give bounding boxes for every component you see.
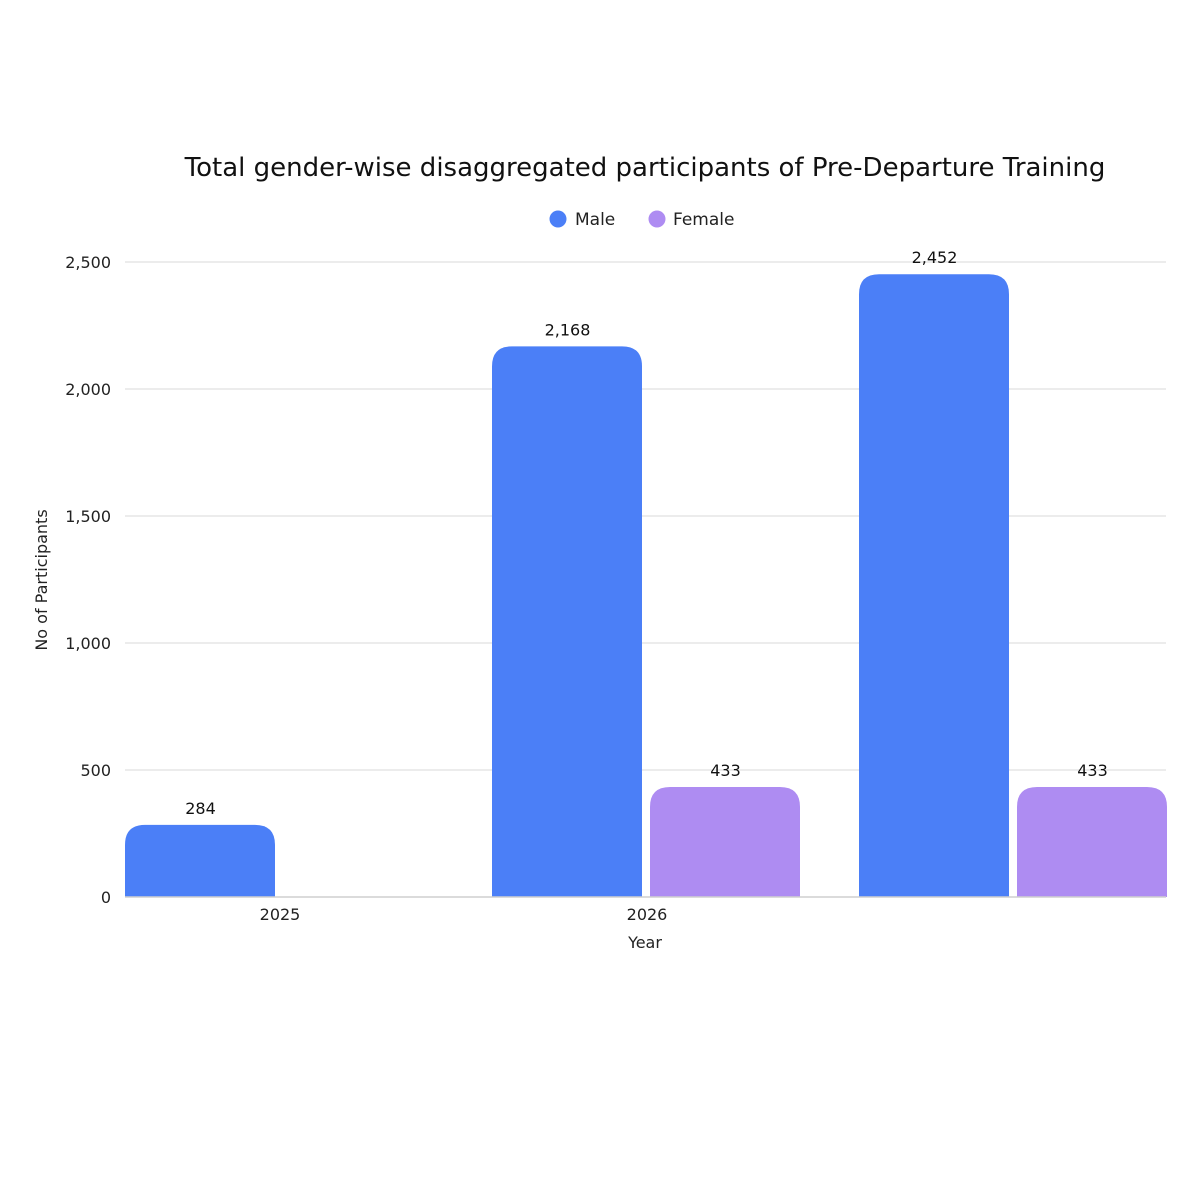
y-tick-label: 0 bbox=[101, 888, 111, 907]
data-labels: 284 2,168 433 2,452 433 bbox=[185, 248, 1108, 818]
x-axis-label: Year bbox=[627, 933, 662, 952]
data-label: 433 bbox=[710, 761, 741, 780]
bar-male-2026 bbox=[492, 346, 642, 897]
bar-male-2025 bbox=[125, 824, 275, 897]
y-tick-label: 500 bbox=[80, 761, 111, 780]
y-tick-label: 1,000 bbox=[65, 634, 111, 653]
y-tick-label: 2,500 bbox=[65, 253, 111, 272]
y-tick-label: 2,000 bbox=[65, 380, 111, 399]
gridlines bbox=[125, 261, 1166, 771]
x-tick-label: 2025 bbox=[260, 905, 301, 924]
x-axis-ticks: 2025 2026 bbox=[260, 905, 668, 924]
x-tick-label: 2026 bbox=[627, 905, 668, 924]
data-label: 2,452 bbox=[912, 248, 958, 267]
bars bbox=[125, 274, 1167, 897]
legend-label-male: Male bbox=[575, 210, 615, 230]
y-axis-ticks: 0 500 1,000 1,500 2,000 2,500 bbox=[65, 253, 111, 907]
legend-label-female: Female bbox=[673, 210, 734, 230]
y-axis-label: No of Participants bbox=[32, 509, 51, 650]
bar-male-group-3 bbox=[859, 274, 1009, 897]
bar-female-2026 bbox=[650, 787, 800, 897]
legend: Male Female bbox=[549, 210, 734, 230]
legend-swatch-male bbox=[549, 210, 567, 228]
bar-female-group-3 bbox=[1017, 787, 1167, 897]
y-tick-label: 1,500 bbox=[65, 507, 111, 526]
legend-swatch-female bbox=[648, 210, 666, 228]
data-label: 2,168 bbox=[545, 320, 591, 339]
data-label: 433 bbox=[1077, 761, 1108, 780]
chart-title: Total gender-wise disaggregated particip… bbox=[184, 153, 1106, 183]
data-label: 284 bbox=[185, 799, 216, 818]
